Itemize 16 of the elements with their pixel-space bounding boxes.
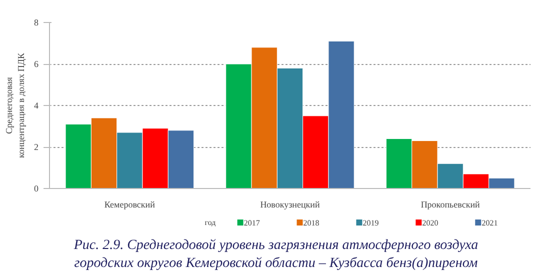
legend-label: 2019 xyxy=(362,218,379,228)
legend-label: 2021 xyxy=(482,218,498,228)
legend-label: 2018 xyxy=(303,218,320,228)
legend-title: год xyxy=(204,218,216,227)
legend-label: 2017 xyxy=(244,218,260,228)
y-tick-label: 4 xyxy=(34,100,39,110)
y-tick-label: 2 xyxy=(34,142,38,152)
x-tick-label: Прокопьевский xyxy=(420,200,480,210)
legend-label: 2020 xyxy=(422,218,438,228)
text: Рис. 2.9. Среднегодовой уровень загрязнения атмосферного воздуха городских округов Кемеровской области – Кузбасса бенз(а)пиреном xyxy=(74,237,478,273)
x-tick-label: Кемеровский xyxy=(104,200,156,210)
y-tick-label: 6 xyxy=(34,59,39,69)
y-tick-label: 8 xyxy=(34,18,39,28)
y-axis-title: Среднегодовая концентрация в долях ПДК xyxy=(4,52,26,158)
y-tick-label: 0 xyxy=(34,184,39,194)
x-tick-label: Новокузнецкий xyxy=(260,200,320,210)
